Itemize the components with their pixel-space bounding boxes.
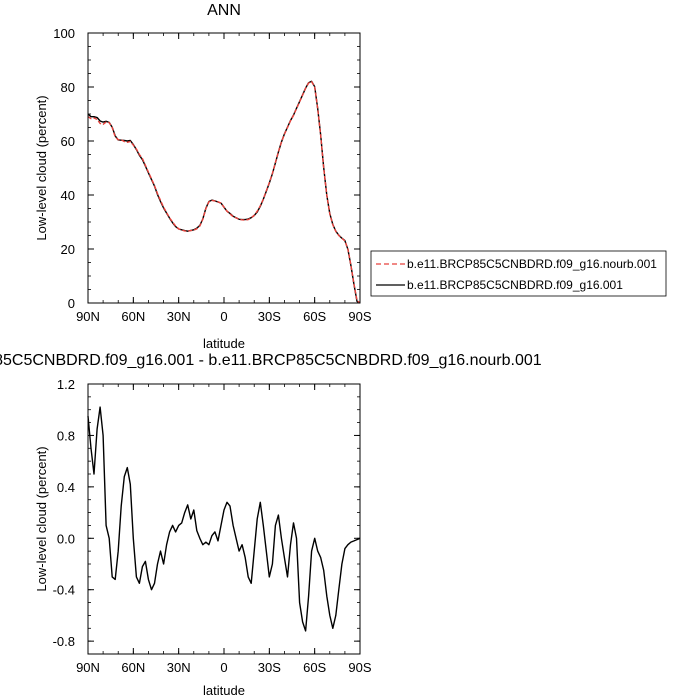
top-plot-area	[87, 80, 361, 304]
bottom-chart-title: b.e11.BRCP85C5CNBDRD.f09_g16.001 - b.e11…	[0, 352, 542, 369]
x-tick-label: 0	[220, 309, 227, 324]
x-tick-label: 90S	[348, 309, 371, 324]
x-tick-label: 90N	[76, 660, 100, 675]
y-tick-label: -0.4	[53, 583, 75, 598]
bottom-plot-frame	[87, 383, 361, 655]
y-tick-label: 0.8	[57, 428, 75, 443]
x-tick-label: 60N	[121, 660, 145, 675]
x-tick-label: 90S	[348, 660, 371, 675]
x-tick-label: 30S	[258, 660, 281, 675]
y-tick-label: 0	[68, 296, 75, 311]
x-tick-label: 30S	[258, 309, 281, 324]
chart1-series-1-line	[87, 80, 361, 304]
bottom-x-axis-label: latitude	[203, 683, 245, 698]
y-tick-label: 1.2	[57, 377, 75, 392]
y-tick-label: 80	[61, 80, 75, 95]
y-tick-label: -0.8	[53, 634, 75, 649]
legend-label-series-2: b.e11.BRCP85C5CNBDRD.f09_g16.001	[407, 278, 623, 292]
top-axis-ticks: 90N 60N 30N 0 30S 60S 90S 0 20 40 60 80 100	[53, 26, 372, 324]
x-tick-label: 90N	[76, 309, 100, 324]
chart1-series-2-line	[87, 80, 361, 304]
legend-label-series-1: b.e11.BRCP85C5CNBDRD.f09_g16.nourb.001	[407, 257, 657, 271]
bottom-plot-area	[87, 406, 361, 632]
bottom-axis-ticks: 90N 60N 30N 0 30S 60S 90S -0.8 -0.4 0.0 0.4 0.8 1.2	[53, 377, 372, 675]
y-tick-label: 40	[61, 188, 75, 203]
y-tick-label: 0.4	[57, 480, 75, 495]
legend: b.e11.BRCP85C5CNBDRD.f09_g16.nourb.001 b…	[370, 250, 667, 297]
bottom-y-axis-label: Low-level cloud (percent)	[34, 446, 49, 591]
top-panel: ANN 90N 60N 30N 0 30S 60S 90S 0 20 40 60 80 100 lati…	[34, 2, 372, 351]
y-tick-label: 60	[61, 134, 75, 149]
bottom-panel: b.e11.BRCP85C5CNBDRD.f09_g16.001 - b.e11…	[0, 352, 542, 698]
y-tick-label: 100	[53, 26, 75, 41]
x-tick-label: 30N	[167, 660, 191, 675]
chart2-series-1-line	[87, 406, 361, 632]
x-tick-label: 0	[220, 660, 227, 675]
top-plot-frame	[87, 32, 361, 304]
top-x-axis-label: latitude	[203, 336, 245, 351]
top-y-axis-label: Low-level cloud (percent)	[34, 95, 49, 240]
x-tick-label: 60S	[303, 309, 326, 324]
x-tick-label: 60N	[121, 309, 145, 324]
y-tick-label: 20	[61, 242, 75, 257]
y-tick-label: 0.0	[57, 531, 75, 546]
legend-box	[370, 250, 667, 297]
top-chart-title: ANN	[207, 2, 241, 19]
x-tick-label: 60S	[303, 660, 326, 675]
x-tick-label: 30N	[167, 309, 191, 324]
